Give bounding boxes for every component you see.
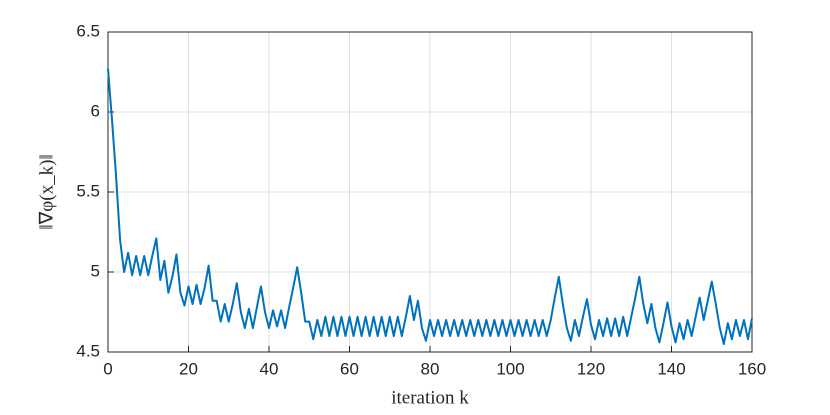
y-axis-label: ‖∇φ(x_k)‖ <box>36 154 57 230</box>
y-tick-label: 6.5 <box>76 21 100 40</box>
y-tick-label: 4.5 <box>76 341 100 360</box>
x-tick-label: 40 <box>260 359 279 378</box>
x-tick-label: 140 <box>657 359 685 378</box>
y-tick-label: 5.5 <box>76 181 100 200</box>
x-tick-label: 0 <box>103 359 112 378</box>
x-tick-label: 60 <box>340 359 359 378</box>
x-axis-label: iteration k <box>391 387 469 408</box>
x-tick-label: 160 <box>738 359 766 378</box>
x-tick-label: 20 <box>179 359 198 378</box>
x-tick-label: 100 <box>496 359 524 378</box>
y-tick-label: 5 <box>91 261 100 280</box>
y-tick-label: 6 <box>91 101 100 120</box>
axes-box <box>107 31 753 353</box>
data-line <box>107 68 753 345</box>
x-tick-label: 120 <box>577 359 605 378</box>
x-tick-label: 80 <box>421 359 440 378</box>
